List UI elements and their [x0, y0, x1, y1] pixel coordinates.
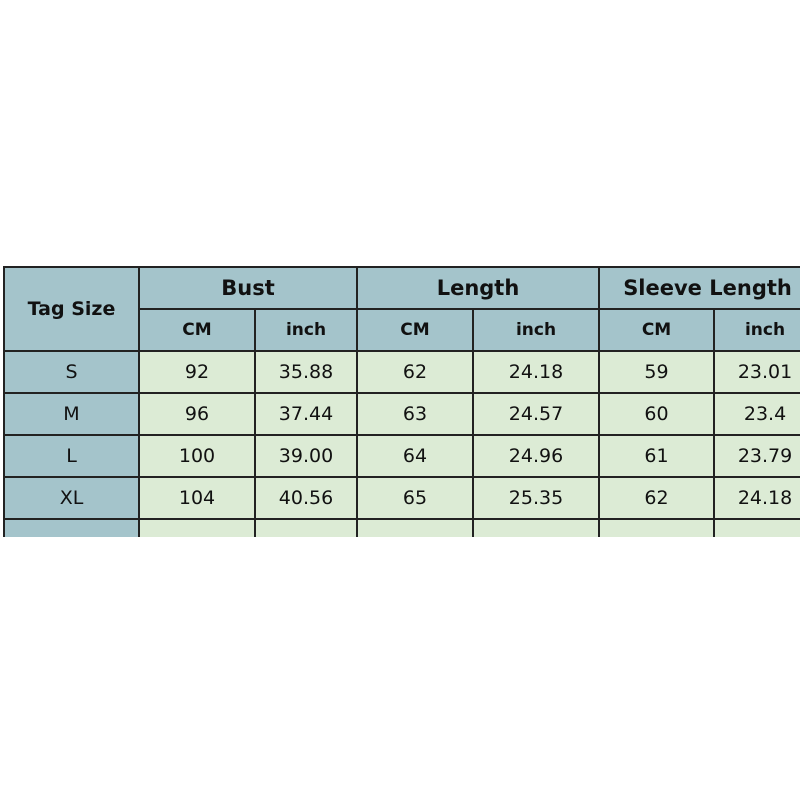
unit-header: inch: [713, 308, 800, 352]
table-row: XL 104 40.56 65 25.35 62 24.18: [3, 476, 800, 520]
bust-header: Bust: [138, 266, 358, 310]
unit-header: CM: [138, 308, 256, 352]
measurement-cell: 35.88: [254, 350, 358, 394]
length-header: Length: [355, 266, 601, 310]
measurement-cell: 24.57: [471, 392, 601, 436]
table-row: S 92 35.88 62 24.18 59 23.01: [3, 350, 800, 394]
size-cell: M: [3, 392, 140, 436]
measurement-cell: 100: [138, 434, 256, 478]
size-table: Tag Size Bust Length Sleeve Length CM in…: [3, 266, 800, 537]
measurement-cell: 59: [598, 350, 716, 394]
measurement-cell: 60: [598, 392, 716, 436]
measurement-cell: 23.4: [713, 392, 800, 436]
unit-header: inch: [254, 308, 358, 352]
size-cell: XL: [3, 476, 140, 520]
measurement-cell: 24.18: [713, 476, 800, 520]
measurement-cell: 39.00: [254, 434, 358, 478]
table-row-partial: [3, 518, 800, 537]
table-row: L 100 39.00 64 24.96 61 23.79: [3, 434, 800, 478]
measurement-cell: 23.79: [713, 434, 800, 478]
measurement-cell: 23.01: [713, 350, 800, 394]
measurement-cell: 24.18: [471, 350, 601, 394]
measurement-cell: 62: [356, 350, 474, 394]
size-cell: L: [3, 434, 140, 478]
size-chart: Tag Size Bust Length Sleeve Length CM in…: [3, 266, 800, 537]
measurement-cell: 65: [356, 476, 474, 520]
measurement-cell: 63: [356, 392, 474, 436]
tag-size-header: Tag Size: [3, 266, 140, 352]
measurement-cell: 37.44: [254, 392, 358, 436]
measurement-cell: 92: [138, 350, 256, 394]
unit-header: inch: [471, 308, 601, 352]
measurement-cell: 24.96: [471, 434, 601, 478]
unit-header: CM: [598, 308, 716, 352]
measurement-cell: 25.35: [471, 476, 601, 520]
size-cell: S: [3, 350, 140, 394]
measurement-cell: 61: [598, 434, 716, 478]
measurement-cell: 64: [356, 434, 474, 478]
table-row: M 96 37.44 63 24.57 60 23.4: [3, 392, 800, 436]
unit-header: CM: [356, 308, 474, 352]
measurement-cell: 104: [138, 476, 256, 520]
measurement-cell: 96: [138, 392, 256, 436]
measurement-cell: 62: [598, 476, 716, 520]
sleeve-length-header: Sleeve Length: [598, 266, 800, 310]
measurement-cell: 40.56: [254, 476, 358, 520]
